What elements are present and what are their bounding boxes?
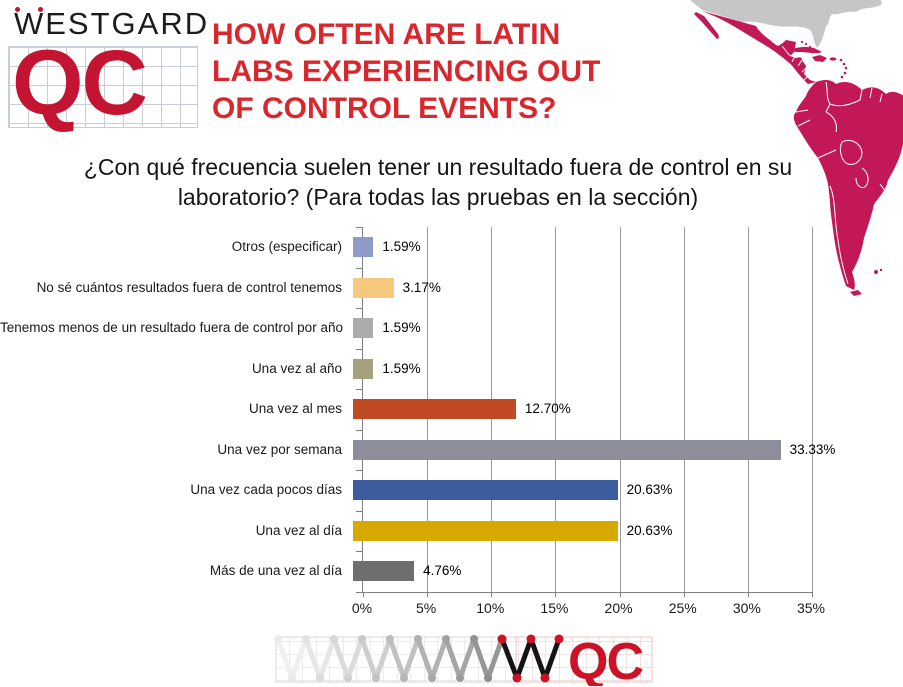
y-axis-tick [356,227,362,228]
latin-america-map-graphic [690,0,903,296]
survey-question-subtitle: ¿Con qué frecuencia suelen tener un resu… [83,154,793,210]
logo-red-dot-icon [38,7,43,12]
y-axis-tick [356,308,362,309]
title-line: OF CONTROL EVENTS? [212,92,557,125]
bar-cell: 3.17% [352,268,903,309]
bar-cell: 33.33% [352,430,903,471]
bar [353,277,394,298]
value-label: 20.63% [626,482,673,497]
chart-row: Una vez cada pocos días 20.63% [0,470,903,511]
category-label: Una vez al año [251,360,342,376]
bar-cell: 20.63% [352,470,903,511]
title-line: HOW OFTEN ARE LATIN [212,18,561,51]
value-label: 20.63% [626,522,673,538]
page-title: HOW OFTEN ARE LATIN LABS EXPERIENCING OU… [212,16,682,127]
gridline [812,227,813,592]
qc-letters: QC [12,32,148,134]
y-axis-tick [356,267,362,269]
x-axis-tick [555,592,557,597]
x-axis-tick-label: 30% [732,600,761,616]
westgard-text: WESTGARD [14,6,210,41]
bar-cell: 20.63% [352,511,903,552]
wqc-zigzag-graphic: QC [274,633,653,687]
value-label: 33.33% [789,441,836,457]
bar [353,561,415,581]
category-label: Tenemos menos de un resultado fuera de c… [0,320,343,335]
y-axis-tick [356,510,362,512]
wqc-zigzag-logo: QC [262,628,662,687]
chart-row: Más de una vez al día 4.76% [0,551,903,592]
chart-row: Otros (especificar) 1.59% [0,227,903,268]
gridline [619,227,621,592]
bar-cell: 12.70% [352,389,903,430]
bar [353,237,374,257]
y-axis-tick [356,591,362,593]
bar-cell: 1.59% [352,308,903,349]
value-label: 12.70% [524,401,571,416]
x-axis-tick-label: 35% [796,600,826,616]
category-label: Más de una vez al día [209,563,342,578]
chart-row: Una vez al mes 12.70% [0,389,903,430]
westgard-wordmark: WESTGARD [8,6,207,42]
bar-cell: 4.76% [352,551,903,592]
x-axis-tick [363,592,364,597]
gridline [555,227,557,592]
bar [353,480,618,500]
x-axis-tick-label: 25% [668,600,697,616]
x-axis-tick [619,592,621,597]
qc-grid-panel: QC [8,32,198,134]
y-axis-tick [356,470,362,471]
category-label: Otros (especificar) [231,239,342,254]
title-line: LABS EXPERIENCING OUT [212,55,601,88]
x-axis-tick [747,592,749,597]
bar [353,399,516,419]
y-axis-tick [356,389,362,390]
y-axis-tick [356,348,362,350]
chart-row: Tenemos menos de un resultado fuera de c… [0,308,903,349]
value-label: 4.76% [423,563,462,578]
chart-row: Una vez al año 1.59% [0,349,903,390]
bar-chart: Otros (especificar) 1.59% No sé cuántos re… [0,227,903,627]
bar [353,520,618,541]
bar [353,318,374,338]
logo-red-dot-icon [15,7,20,12]
chart-row: Una vez por semana 33.33% [0,430,903,471]
bar [353,358,374,379]
value-label: 1.59% [382,239,421,254]
chart-row: No sé cuántos resultados fuera de contro… [0,268,903,309]
x-axis-tick-label: 20% [604,600,633,616]
bar-cell: 1.59% [352,227,903,268]
x-axis-tick-label: 10% [476,600,505,616]
x-axis-labels: 0% 5% 10% 15% 20% 25% 30% 35% [0,600,903,620]
latin-america-map [678,0,903,298]
y-axis-tick [356,429,362,431]
value-label: 1.59% [382,360,421,376]
gridline [683,227,685,592]
chart-row: Una vez al día 20.63% [0,511,903,552]
westgard-qc-logo: WESTGARD QC [8,6,207,134]
bar [353,439,781,460]
x-axis-tick-label: 5% [416,600,437,616]
x-axis-tick [812,592,813,597]
x-axis-tick-label: 0% [351,600,373,616]
footer-qc-letters: QC [568,633,643,686]
x-axis-tick [491,592,493,597]
y-axis-tick [356,551,362,552]
x-axis-tick [683,592,685,597]
category-label: No sé cuántos resultados fuera de contro… [36,279,342,295]
value-label: 3.17% [402,279,441,295]
category-label: Una vez cada pocos días [190,482,342,497]
bar-cell: 1.59% [352,349,903,390]
category-label: Una vez al día [255,522,342,538]
category-label: Una vez por semana [217,441,342,457]
x-axis-tick [427,592,429,597]
chart-rows: Otros (especificar) 1.59% No sé cuántos re… [0,227,903,592]
x-axis-tick-label: 15% [540,600,569,616]
gridline [747,227,749,592]
category-label: Una vez al mes [248,401,342,416]
value-label: 1.59% [382,320,421,335]
